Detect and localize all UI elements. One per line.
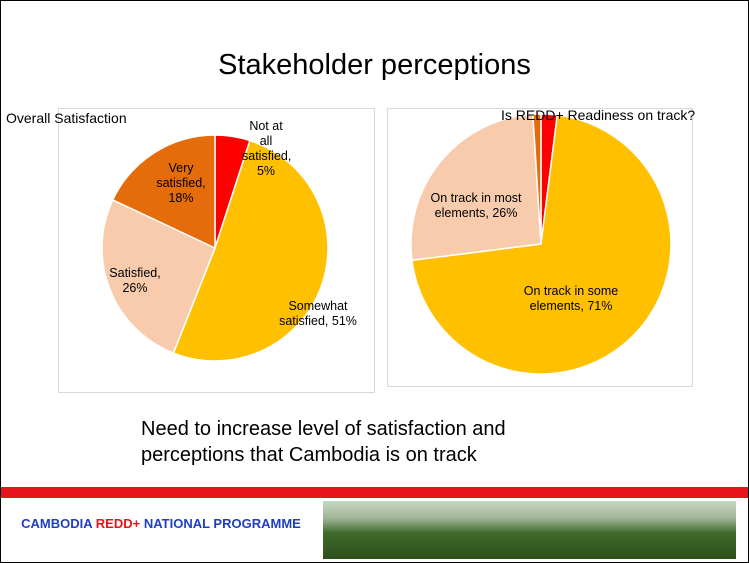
message: Need to increase level of satisfaction a… [141,416,571,468]
charts [1,1,748,481]
red-band [1,487,748,498]
chart-title: Overall Satisfaction [6,111,127,126]
pie-slice [411,114,541,260]
data-label: Very satisfied, 18% [151,161,211,206]
data-label: Not at all satisfied, 5% [242,119,290,179]
footer-text: NATIONAL PROGRAMME [144,516,301,531]
forest-image [323,501,736,559]
data-label: On track in most elements, 26% [421,191,531,221]
footer-text: CAMBODIA [21,516,92,531]
slide: Stakeholder perceptions Overall Satisfac… [0,0,749,563]
data-label: On track in some elements, 71% [511,284,631,314]
footer: CAMBODIA REDD+ NATIONAL PROGRAMME [21,514,301,533]
data-label: Satisfied, 26% [100,266,170,296]
footer-text: REDD+ [96,516,140,531]
chart-title: Is REDD+ Readiness on track? [501,108,695,123]
data-label: Somewhat satisfied, 51% [263,299,373,329]
